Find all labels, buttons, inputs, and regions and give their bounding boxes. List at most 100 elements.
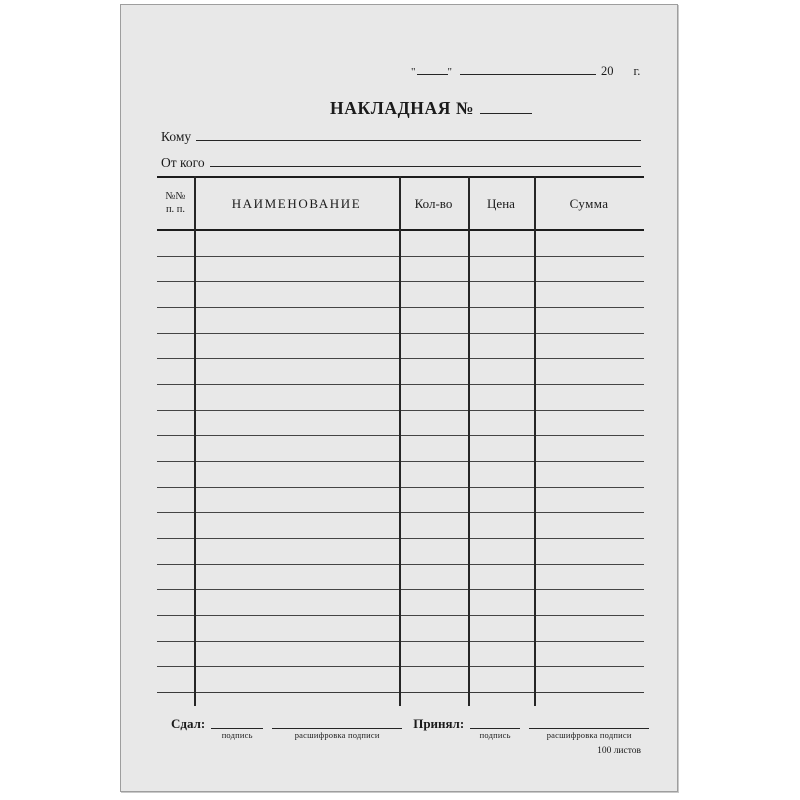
table-cell-number <box>157 667 194 692</box>
table-cell-quantity <box>399 231 468 256</box>
table-cell-name <box>194 231 399 256</box>
received-signature-block: подпись <box>470 716 521 740</box>
table-cell-name <box>194 565 399 590</box>
table-row <box>157 282 644 309</box>
gave-transcript-blank <box>272 716 403 729</box>
table-cell-quantity <box>399 513 468 538</box>
table-row <box>157 565 644 591</box>
table-cell-quantity <box>399 539 468 564</box>
table-cell-price <box>468 616 534 641</box>
table-cell-name <box>194 282 399 307</box>
table-cell-price <box>468 462 534 487</box>
table-cell-price <box>468 565 534 590</box>
items-table: №№ п. п. НАИМЕНОВАНИЕ Кол-во Цена Сумма <box>157 176 644 706</box>
table-cell-name <box>194 359 399 384</box>
table-cell-price <box>468 334 534 359</box>
table-cell-quantity <box>399 590 468 615</box>
col-header-price: Цена <box>487 195 515 211</box>
open-quote: " <box>411 66 417 78</box>
table-cell-sum <box>534 411 644 436</box>
col-header-number-line1: №№ <box>165 190 186 202</box>
table-cell-price <box>468 308 534 333</box>
transcript-caption: расшифровка подписи <box>546 730 632 740</box>
table-row <box>157 411 644 437</box>
day-blank <box>416 74 448 75</box>
table-body <box>157 231 644 694</box>
table-cell-sum <box>534 436 644 461</box>
table-cell-price <box>468 513 534 538</box>
table-cell-price <box>468 488 534 513</box>
table-cell-number <box>157 590 194 615</box>
signature-caption: подпись <box>479 730 511 740</box>
received-transcript-block: расшифровка подписи <box>529 716 650 740</box>
sheets-count-note: 100 листов <box>597 746 641 756</box>
table-cell-name <box>194 642 399 667</box>
table-cell-quantity <box>399 334 468 359</box>
table-row <box>157 462 644 488</box>
table-cell-name <box>194 411 399 436</box>
table-cell-price <box>468 411 534 436</box>
table-cell-sum <box>534 334 644 359</box>
table-cell-number <box>157 334 194 359</box>
table-cell-name <box>194 462 399 487</box>
table-row <box>157 488 644 514</box>
form-title-row: НАКЛАДНАЯ № <box>330 98 533 119</box>
table-cell-number <box>157 539 194 564</box>
sender-blank <box>209 166 641 167</box>
table-row <box>157 642 644 668</box>
table-cell-number <box>157 642 194 667</box>
date-line: " " 20 г. <box>411 64 640 84</box>
table-cell-number <box>157 257 194 282</box>
gave-signature-block: подпись <box>211 716 264 740</box>
table-cell-sum <box>534 513 644 538</box>
table-cell-name <box>194 257 399 282</box>
table-cell-quantity <box>399 411 468 436</box>
table-cell-number <box>157 488 194 513</box>
table-row <box>157 667 644 694</box>
column-divider <box>194 176 196 706</box>
table-cell-sum <box>534 565 644 590</box>
col-header-name: НАИМЕНОВАНИЕ <box>231 195 362 211</box>
table-cell-number <box>157 308 194 333</box>
table-row <box>157 385 644 411</box>
table-cell-sum <box>534 257 644 282</box>
column-divider <box>468 176 470 706</box>
gave-label: Сдал: <box>171 716 206 731</box>
column-divider <box>399 176 401 706</box>
recipient-label: Кому <box>161 129 192 144</box>
signature-section: Сдал: подпись расшифровка подписи Принял… <box>171 716 650 740</box>
table-row <box>157 257 644 283</box>
table-cell-price <box>468 667 534 692</box>
table-cell-quantity <box>399 667 468 692</box>
table-cell-quantity <box>399 359 468 384</box>
table-cell-quantity <box>399 565 468 590</box>
table-cell-sum <box>534 616 644 641</box>
table-cell-quantity <box>399 436 468 461</box>
table-row <box>157 539 644 565</box>
table-row <box>157 436 644 463</box>
table-cell-quantity <box>399 308 468 333</box>
table-cell-name <box>194 590 399 615</box>
gave-transcript-block: расшифровка подписи <box>272 716 403 740</box>
table-cell-price <box>468 385 534 410</box>
table-row <box>157 334 644 360</box>
table-cell-number <box>157 385 194 410</box>
year-prefix: 20 <box>601 64 614 78</box>
received-transcript-blank <box>529 716 650 729</box>
table-cell-price <box>468 436 534 461</box>
column-divider <box>534 176 536 706</box>
month-blank <box>460 74 596 75</box>
table-row <box>157 590 644 617</box>
table-cell-quantity <box>399 642 468 667</box>
table-cell-sum <box>534 539 644 564</box>
table-row <box>157 308 644 334</box>
invoice-form-sheet: " " 20 г. НАКЛАДНАЯ № Кому От кого №№ п. п.… <box>120 4 678 792</box>
table-row <box>157 616 644 642</box>
table-cell-sum <box>534 642 644 667</box>
received-label: Принял: <box>413 716 465 731</box>
table-cell-name <box>194 488 399 513</box>
recipient-field: Кому <box>161 129 641 145</box>
table-cell-sum <box>534 282 644 307</box>
table-cell-sum <box>534 590 644 615</box>
table-cell-price <box>468 539 534 564</box>
